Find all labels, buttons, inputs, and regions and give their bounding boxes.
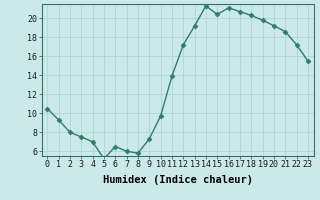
X-axis label: Humidex (Indice chaleur): Humidex (Indice chaleur) bbox=[103, 175, 252, 185]
